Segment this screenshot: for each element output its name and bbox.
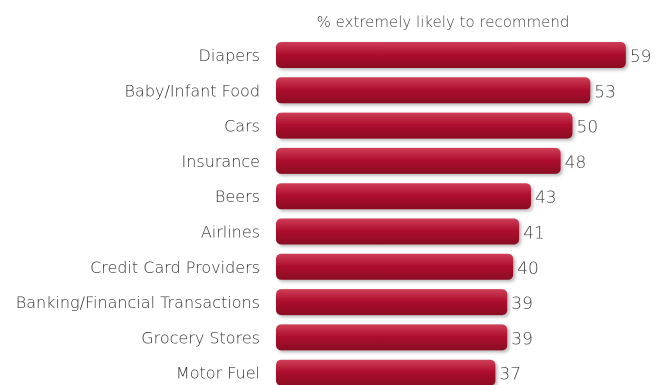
category-label: Credit Card Providers xyxy=(90,258,260,277)
category-label: Baby/Infant Food xyxy=(125,81,260,100)
bar-9 xyxy=(276,359,496,385)
bar-1 xyxy=(276,77,591,104)
category-label: Banking/Financial Transactions xyxy=(16,293,260,312)
bar-0 xyxy=(276,42,626,68)
category-label: Insurance xyxy=(182,152,261,171)
category-label: Grocery Stores xyxy=(141,328,260,347)
category-label: Diapers xyxy=(199,46,260,65)
value-label: 40 xyxy=(517,259,539,279)
value-label: 43 xyxy=(535,188,557,208)
chart-subtitle: % extremely likely to recommend xyxy=(317,13,570,31)
bars-layer: Diapers 59 Baby/Infant Food 53 Cars 50 Insuran… xyxy=(16,42,652,385)
bar-4 xyxy=(276,183,531,210)
value-label: 39 xyxy=(511,329,533,349)
bar-5 xyxy=(276,218,520,245)
bar-6 xyxy=(276,253,514,280)
bar-7 xyxy=(276,289,508,316)
value-label: 37 xyxy=(499,365,521,385)
value-label: 39 xyxy=(511,294,533,314)
category-label: Airlines xyxy=(201,223,260,242)
category-label: Motor Fuel xyxy=(176,364,260,383)
value-label: 59 xyxy=(630,47,652,67)
value-label: 41 xyxy=(523,224,545,244)
value-label: 53 xyxy=(594,82,616,102)
category-label: Cars xyxy=(224,117,260,136)
value-label: 50 xyxy=(577,118,599,138)
bar-8 xyxy=(276,324,508,351)
bar-2 xyxy=(276,112,573,139)
bar-3 xyxy=(276,147,561,174)
value-label: 48 xyxy=(565,153,587,173)
category-label: Beers xyxy=(215,187,260,206)
